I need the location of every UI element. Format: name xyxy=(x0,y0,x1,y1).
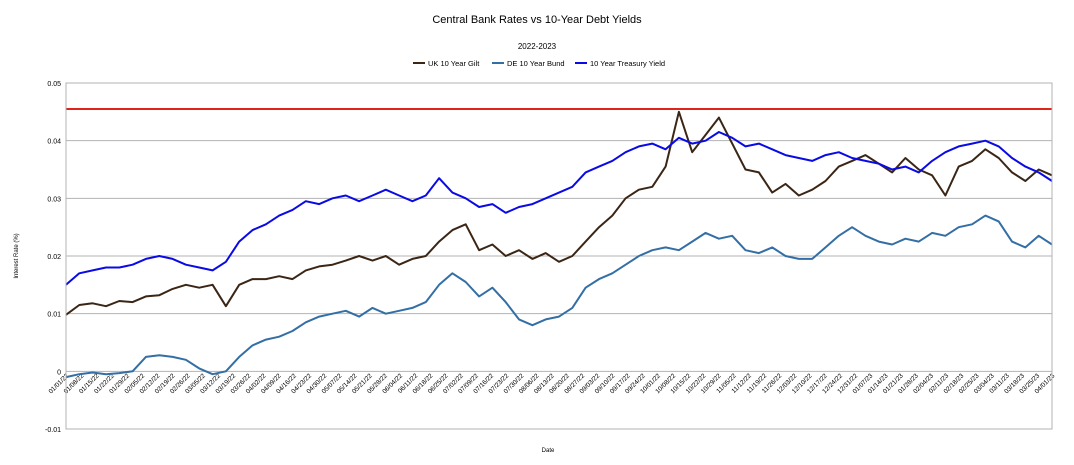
legend-label: DE 10 Year Bund xyxy=(507,59,565,68)
series-line-2 xyxy=(65,131,1053,286)
y-tick-label: 0.04 xyxy=(47,139,61,146)
legend-label: UK 10 Year Gilt xyxy=(428,59,480,68)
y-tick-label: 0 xyxy=(57,369,61,376)
legend: UK 10 Year Gilt DE 10 Year Bund 10 Year Tr… xyxy=(413,59,665,68)
legend-label: 10 Year Treasury Yield xyxy=(590,59,665,68)
y-tick-label: -0.01 xyxy=(45,427,61,434)
y-tick-label: 0.02 xyxy=(47,254,61,261)
y-tick-label: 0.01 xyxy=(47,312,61,319)
series-line-1 xyxy=(65,214,1053,379)
series-lines xyxy=(65,110,1053,379)
chart-subtitle: 2022-2023 xyxy=(518,42,557,51)
plot-area-border xyxy=(65,82,1053,430)
y-tick-label: 0.05 xyxy=(47,81,61,88)
chart-title: Central Bank Rates vs 10-Year Debt Yield… xyxy=(432,14,642,26)
series-line-0 xyxy=(65,110,1053,316)
y-tick-labels: -0.01 0 0.01 0.02 0.03 0.04 0.05 xyxy=(45,81,61,434)
y-axis-label: Interest Rate (%) xyxy=(14,233,20,278)
x-tick-labels: 01/01/2201/08/2201/15/2201/22/2201/29/22… xyxy=(48,372,1057,395)
x-axis-label: Date xyxy=(542,448,555,454)
y-tick-label: 0.03 xyxy=(47,196,61,203)
